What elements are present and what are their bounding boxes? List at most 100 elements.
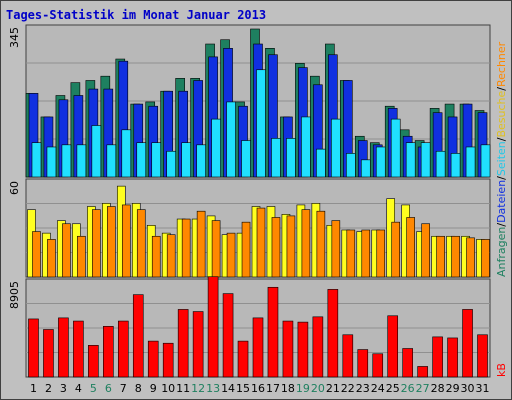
bar-seiten-12 [196,144,206,178]
bar-seiten-25 [390,118,401,178]
bar-rechner-5 [92,209,101,278]
bar-rechner-2 [47,239,56,278]
bar-rechner-29 [451,235,460,278]
x-tick-label-25: 25 [386,382,400,395]
bar-seiten-19 [301,116,311,178]
bar-kb-27 [417,366,428,378]
bar-kb-30 [462,309,473,378]
bar-seiten-13 [211,118,221,178]
right-legend-part-1: / [495,223,508,227]
bar-seiten-24 [375,146,386,178]
x-tick-label-26: 26 [401,382,415,395]
bar-kb-13 [207,276,219,378]
bar-kb-26 [402,348,413,378]
bar-rechner-9 [151,235,161,278]
right-legend-top: Anfragen/Dateien/Seiten/Besuche/Rechner [495,41,508,277]
chart-x-labels: 1 2 3 4 5 6 7 8 9 10 11 12 13 14 15 16 17 18 19 20 21 22 23 24 2… [30,382,490,395]
bar-rechner-1 [32,231,41,278]
bar-rechner-12 [196,210,206,278]
bar-seiten-23 [360,159,371,178]
y-max-label: 8905 [8,281,21,309]
x-tick-label-20: 20 [311,382,325,395]
x-tick-label-7: 7 [120,382,127,395]
bar-seiten-22 [346,153,356,178]
bar-seiten-3 [61,144,72,178]
bar-rechner-21 [331,220,341,278]
x-tick-label-10: 10 [161,382,175,395]
x-tick-label-1: 1 [30,382,37,395]
bar-seiten-28 [435,150,446,178]
bar-rechner-13 [211,220,221,278]
bar-rechner-14 [226,232,236,278]
bar-kb-29 [447,337,458,378]
bar-seiten-7 [121,129,132,178]
x-tick-label-29: 29 [446,382,460,395]
x-tick-label-15: 15 [236,382,250,395]
bar-kb-22 [342,334,354,378]
x-tick-label-23: 23 [356,382,370,395]
bar-rechner-25 [391,221,401,278]
bar-rechner-26 [406,217,415,278]
bar-kb-28 [432,336,443,378]
bar-rechner-11 [181,218,191,278]
right-legend-part-5: / [495,137,508,141]
bar-seiten-14 [226,101,236,178]
bar-rechner-6 [107,206,116,278]
right-legend-part-4: Seiten [495,141,508,176]
bar-rechner-24 [376,229,386,278]
bar-seiten-1 [31,142,42,178]
bar-kb-19 [297,321,309,378]
x-tick-label-22: 22 [341,382,355,395]
bar-kb-5 [88,345,99,378]
bar-seiten-20 [316,148,326,178]
bar-seiten-27 [420,142,431,178]
bar-rechner-18 [286,215,296,278]
x-tick-label-17: 17 [266,382,280,395]
bar-kb-23 [357,349,369,378]
x-tick-label-24: 24 [371,382,385,395]
bar-seiten-30 [465,146,476,178]
bar-kb-12 [192,311,204,378]
x-tick-label-28: 28 [431,382,445,395]
bar-rechner-15 [241,221,251,278]
right-legend-kb: kB [495,363,508,377]
bar-kb-10 [162,342,174,378]
right-legend-part-3: / [495,176,508,180]
y-max-label: 345 [8,27,21,48]
bar-seiten-18 [286,138,296,178]
bar-rechner-17 [271,217,281,278]
chart-title: Tages-Statistik im Monat Januar 2013 [6,8,267,22]
bar-seiten-11 [181,142,191,178]
right-legend-part-8: Rechner [495,41,508,87]
bar-kb-24 [372,353,384,378]
bar-rechner-28 [436,235,445,278]
bar-rechner-3 [62,223,71,278]
right-legend-part-6: Besuche [495,90,508,137]
bar-seiten-2 [46,146,57,178]
bar-rechner-19 [301,209,311,278]
x-tick-label-16: 16 [251,382,265,395]
bar-seiten-26 [405,142,416,178]
bar-seiten-29 [450,153,461,178]
x-tick-label-5: 5 [90,382,97,395]
bar-kb-21 [327,289,339,378]
bar-seiten-9 [151,142,162,178]
x-tick-label-3: 3 [60,382,67,395]
x-tick-label-30: 30 [461,382,475,395]
bar-rechner-23 [361,229,371,278]
bar-seiten-4 [76,144,87,178]
bar-rechner-27 [421,223,430,278]
bar-kb-11 [177,309,189,378]
bar-kb-7 [117,320,129,378]
bar-rechner-20 [316,210,326,278]
bar-kb-1 [28,318,39,378]
bar-seiten-5 [91,125,102,178]
bar-seiten-31 [480,144,491,178]
y-max-label: 60 [8,181,21,195]
chart-bars [25,28,491,378]
bar-seiten-15 [241,140,251,178]
bar-rechner-10 [166,234,176,278]
x-tick-label-6: 6 [105,382,112,395]
x-tick-label-12: 12 [191,382,205,395]
